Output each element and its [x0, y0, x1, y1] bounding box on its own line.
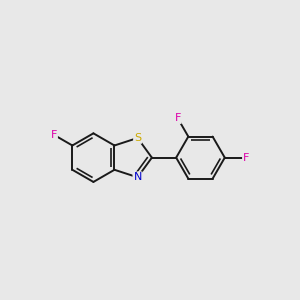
- Text: S: S: [134, 133, 141, 143]
- Text: N: N: [134, 172, 142, 182]
- Text: F: F: [51, 130, 57, 140]
- Text: F: F: [243, 153, 249, 163]
- Text: F: F: [174, 113, 181, 123]
